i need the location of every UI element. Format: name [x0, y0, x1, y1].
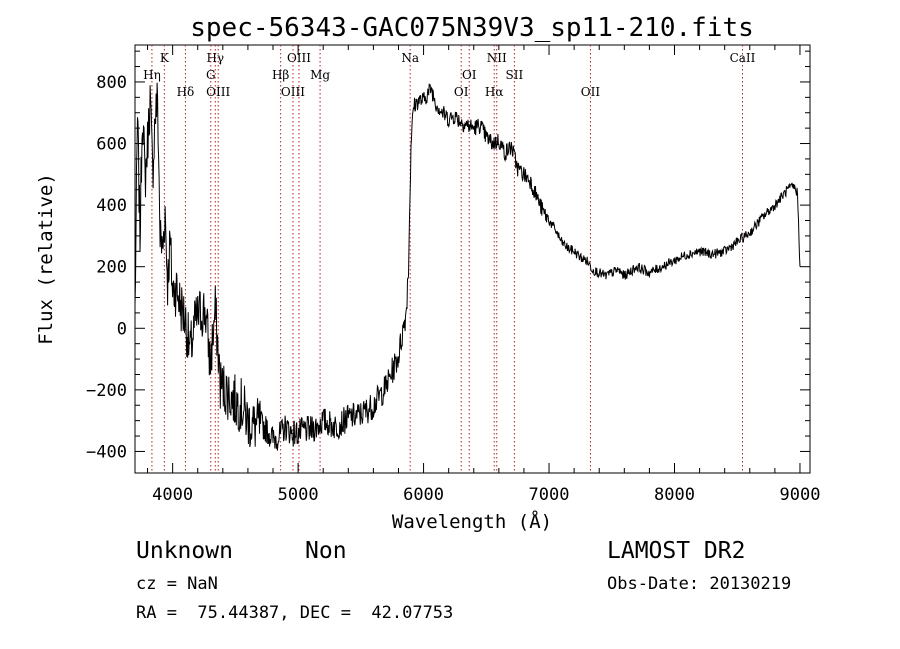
y-tick-label-6: 800	[96, 73, 127, 93]
line-label-5: OIII	[206, 85, 230, 99]
x-tick-label-4: 8000	[654, 485, 695, 505]
y-tick-label-4: 400	[96, 196, 127, 216]
y-tick-label-1: −200	[86, 381, 127, 401]
line-label-7: OIII	[287, 51, 311, 65]
line-label-14: Hα	[485, 85, 504, 99]
class-label: Unknown	[136, 538, 233, 564]
line-label-12: OI	[454, 85, 469, 99]
y-tick-label-2: 0	[117, 319, 127, 339]
spectrum-series	[134, 82, 801, 451]
line-label-8: OIII	[281, 85, 305, 99]
line-label-15: SII	[506, 68, 524, 82]
x-tick-label-3: 7000	[529, 485, 570, 505]
line-label-6: Hβ	[272, 68, 289, 82]
line-label-11: OI	[462, 68, 477, 82]
spectrum-line	[134, 82, 801, 451]
line-label-9: Mg	[310, 68, 330, 82]
line-label-2: Hδ	[177, 85, 195, 99]
y-axis-label: Flux (relative)	[35, 173, 57, 345]
x-tick-label-5: 9000	[779, 485, 820, 505]
y-axis: −400 −200 0 200 400 600 800	[86, 50, 810, 462]
chart-title: spec-56343-GAC075N39V3_sp11-210.fits	[190, 13, 754, 43]
line-label-0: Hη	[143, 68, 161, 82]
line-label-4: G	[206, 68, 216, 82]
y-tick-label-5: 600	[96, 135, 127, 155]
observation-date: Obs-Date: 20130219	[607, 574, 792, 594]
y-tick-label-0: −400	[86, 442, 127, 462]
coordinates: RA = 75.44387, DEC = 42.07753	[136, 603, 454, 623]
line-label-17: CaII	[730, 51, 756, 65]
plot-frame	[134, 44, 811, 474]
line-label-10: Na	[401, 51, 419, 65]
subclass-label: Non	[305, 538, 347, 564]
x-tick-label-0: 4000	[152, 485, 193, 505]
x-tick-label-2: 6000	[403, 485, 444, 505]
survey-name: LAMOST DR2	[607, 538, 746, 564]
x-axis-label: Wavelength (Å)	[392, 510, 552, 533]
redshift-value: cz = NaN	[136, 574, 218, 594]
line-label-3: Hγ	[206, 51, 224, 65]
y-tick-label-3: 200	[96, 258, 127, 278]
line-label-1: K	[160, 51, 170, 65]
line-label-13: NII	[487, 51, 507, 65]
x-tick-label-1: 5000	[278, 485, 319, 505]
line-label-16: OII	[581, 85, 601, 99]
x-axis: 4000 5000 6000 7000 8000 9000	[147, 45, 820, 505]
